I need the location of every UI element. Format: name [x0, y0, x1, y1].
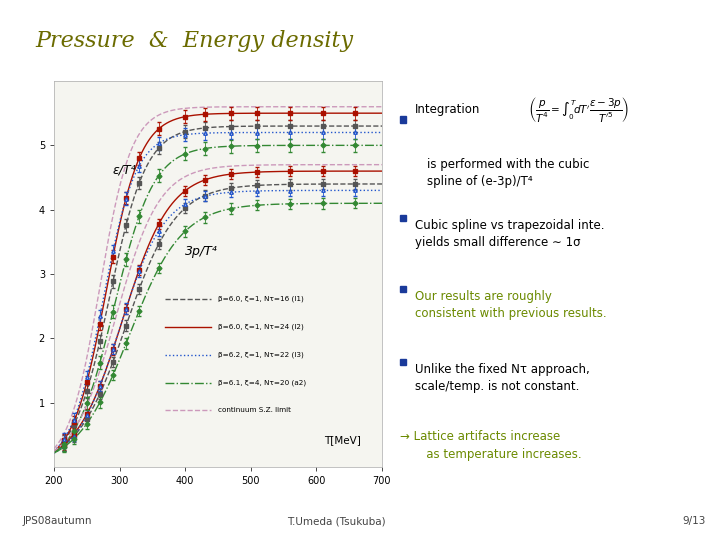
Text: → Lattice artifacts increase
       as temperature increases.: → Lattice artifacts increase as temperat…: [400, 430, 581, 461]
Bar: [400, 286, 406, 293]
Text: is performed with the cubic
spline of (e-3p)/T⁴: is performed with the cubic spline of (e…: [427, 158, 590, 188]
Text: β=6.2, ξ=1, Nτ=22 (l3): β=6.2, ξ=1, Nτ=22 (l3): [218, 352, 304, 358]
Text: Cubic spline vs trapezoidal inte.
yields small difference ∼ 1σ: Cubic spline vs trapezoidal inte. yields…: [415, 219, 604, 249]
Text: Unlike the fixed Nτ approach,
scale/temp. is not constant.: Unlike the fixed Nτ approach, scale/temp…: [415, 363, 590, 393]
Text: Our results are roughly
consistent with previous results.: Our results are roughly consistent with …: [415, 291, 606, 320]
Bar: [400, 359, 406, 366]
Text: β=6.0, ξ=1, Nτ=16 (l1): β=6.0, ξ=1, Nτ=16 (l1): [218, 296, 304, 302]
Text: $\left(\dfrac{p}{T^4} = \int_0^T\!dT'\dfrac{\varepsilon-3p}{T'^5}\right)$: $\left(\dfrac{p}{T^4} = \int_0^T\!dT'\df…: [528, 94, 629, 124]
Text: 9/13: 9/13: [683, 516, 706, 526]
Text: β=6.1, ξ=4, Nτ=20 (a2): β=6.1, ξ=4, Nτ=20 (a2): [218, 379, 306, 386]
Text: continuum S.Z. limit: continuum S.Z. limit: [218, 407, 291, 413]
Text: 3p/T⁴: 3p/T⁴: [185, 245, 217, 258]
Text: T[MeV]: T[MeV]: [324, 435, 361, 445]
Bar: [400, 117, 406, 123]
Text: β=6.0, ξ=1, Nτ=24 (l2): β=6.0, ξ=1, Nτ=24 (l2): [218, 323, 304, 330]
Text: Pressure  &  Energy density: Pressure & Energy density: [35, 30, 354, 51]
Text: JPS08autumn: JPS08autumn: [23, 516, 92, 526]
Text: ε/T⁴: ε/T⁴: [113, 164, 137, 177]
Bar: [400, 215, 406, 221]
Text: Integration: Integration: [415, 103, 480, 116]
Text: T.Umeda (Tsukuba): T.Umeda (Tsukuba): [287, 516, 386, 526]
